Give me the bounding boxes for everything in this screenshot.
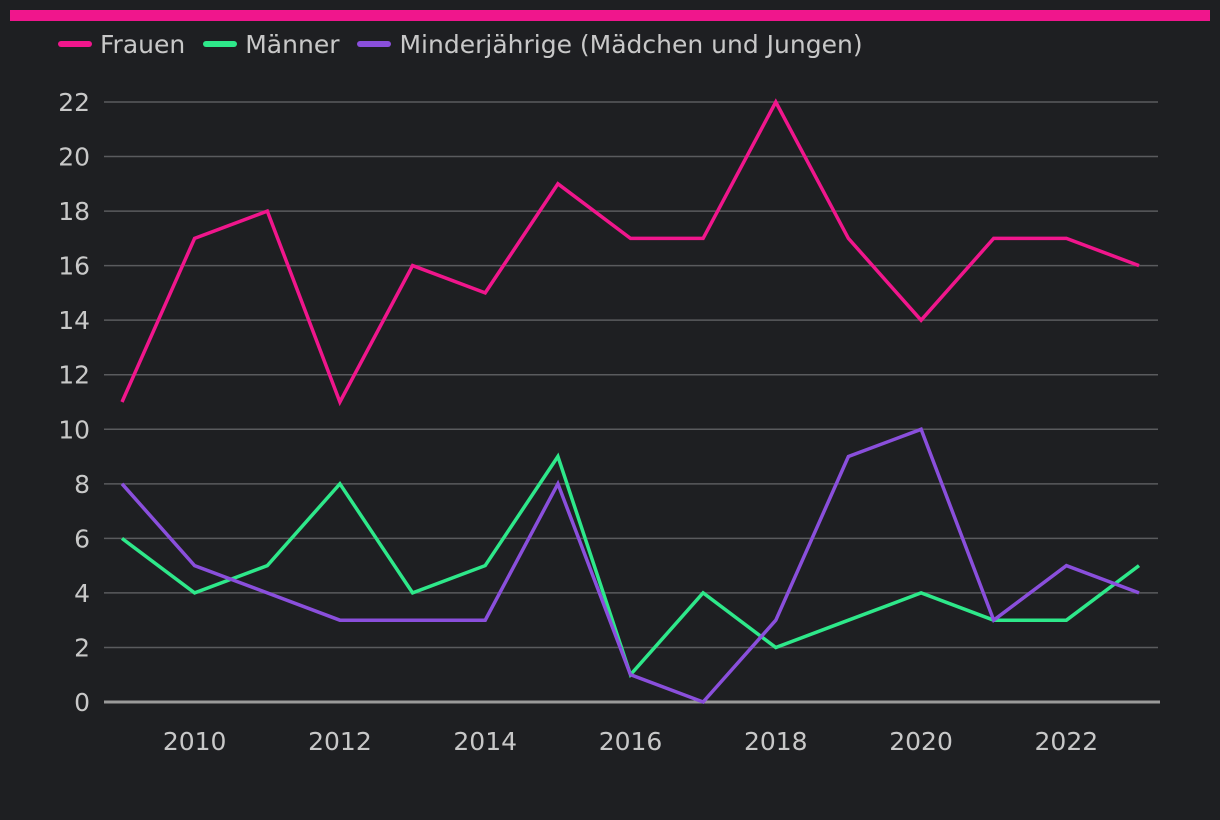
legend-item-minderjaehrige[interactable]: Minderjährige (Mädchen und Jungen) [357,29,863,59]
x-tick-label-2010: 2010 [163,727,227,756]
legend-swatch-minderjaehrige [357,41,392,47]
x-tick-label-2014: 2014 [453,727,517,756]
legend-label-frauen: Frauen [100,29,186,59]
y-tick-label-16: 16 [58,252,90,281]
x-tick-label-2022: 2022 [1035,727,1099,756]
x-tick-label-2012: 2012 [308,727,372,756]
y-tick-label-14: 14 [58,306,90,335]
accent-bar [10,10,1210,21]
legend-item-maenner[interactable]: Männer [203,30,339,59]
series-line-1 [120,452,1141,679]
y-tick-label-22: 22 [58,88,90,117]
y-tick-label-20: 20 [58,143,90,172]
legend-label-minderjaehrige: Minderjährige (Mädchen und Jungen) [399,29,863,59]
y-tick-label-10: 10 [58,415,90,444]
x-tick-label-2016: 2016 [599,727,663,756]
y-tick-label-4: 4 [74,579,90,608]
legend-swatch-frauen [58,41,92,47]
y-tick-label-18: 18 [58,197,90,226]
legend-label-maenner: Männer [245,29,340,59]
y-tick-label-0: 0 [74,688,90,717]
y-tick-label-6: 6 [74,524,90,553]
legend-item-frauen[interactable]: Frauen [58,30,185,59]
legend-swatch-maenner [203,41,238,47]
y-tick-label-8: 8 [74,470,90,499]
y-tick-label-12: 12 [58,361,90,390]
y-tick-label-2: 2 [74,633,90,662]
x-tick-label-2018: 2018 [744,727,808,756]
legend: Frauen Männer Minderjährige (Mädchen und… [58,28,881,60]
series-line-0 [120,98,1140,407]
series-line-2 [120,427,1140,705]
x-tick-label-2020: 2020 [889,727,953,756]
